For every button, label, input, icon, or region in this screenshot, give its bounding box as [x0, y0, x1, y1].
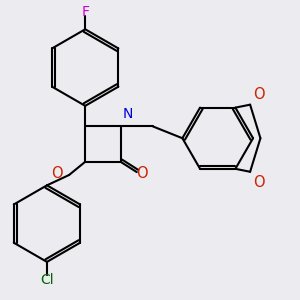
Text: O: O	[253, 87, 265, 102]
Text: O: O	[253, 175, 265, 190]
Text: O: O	[136, 166, 148, 181]
Text: F: F	[81, 5, 89, 20]
Text: O: O	[51, 166, 62, 181]
Text: N: N	[123, 107, 133, 121]
Text: Cl: Cl	[40, 273, 54, 286]
